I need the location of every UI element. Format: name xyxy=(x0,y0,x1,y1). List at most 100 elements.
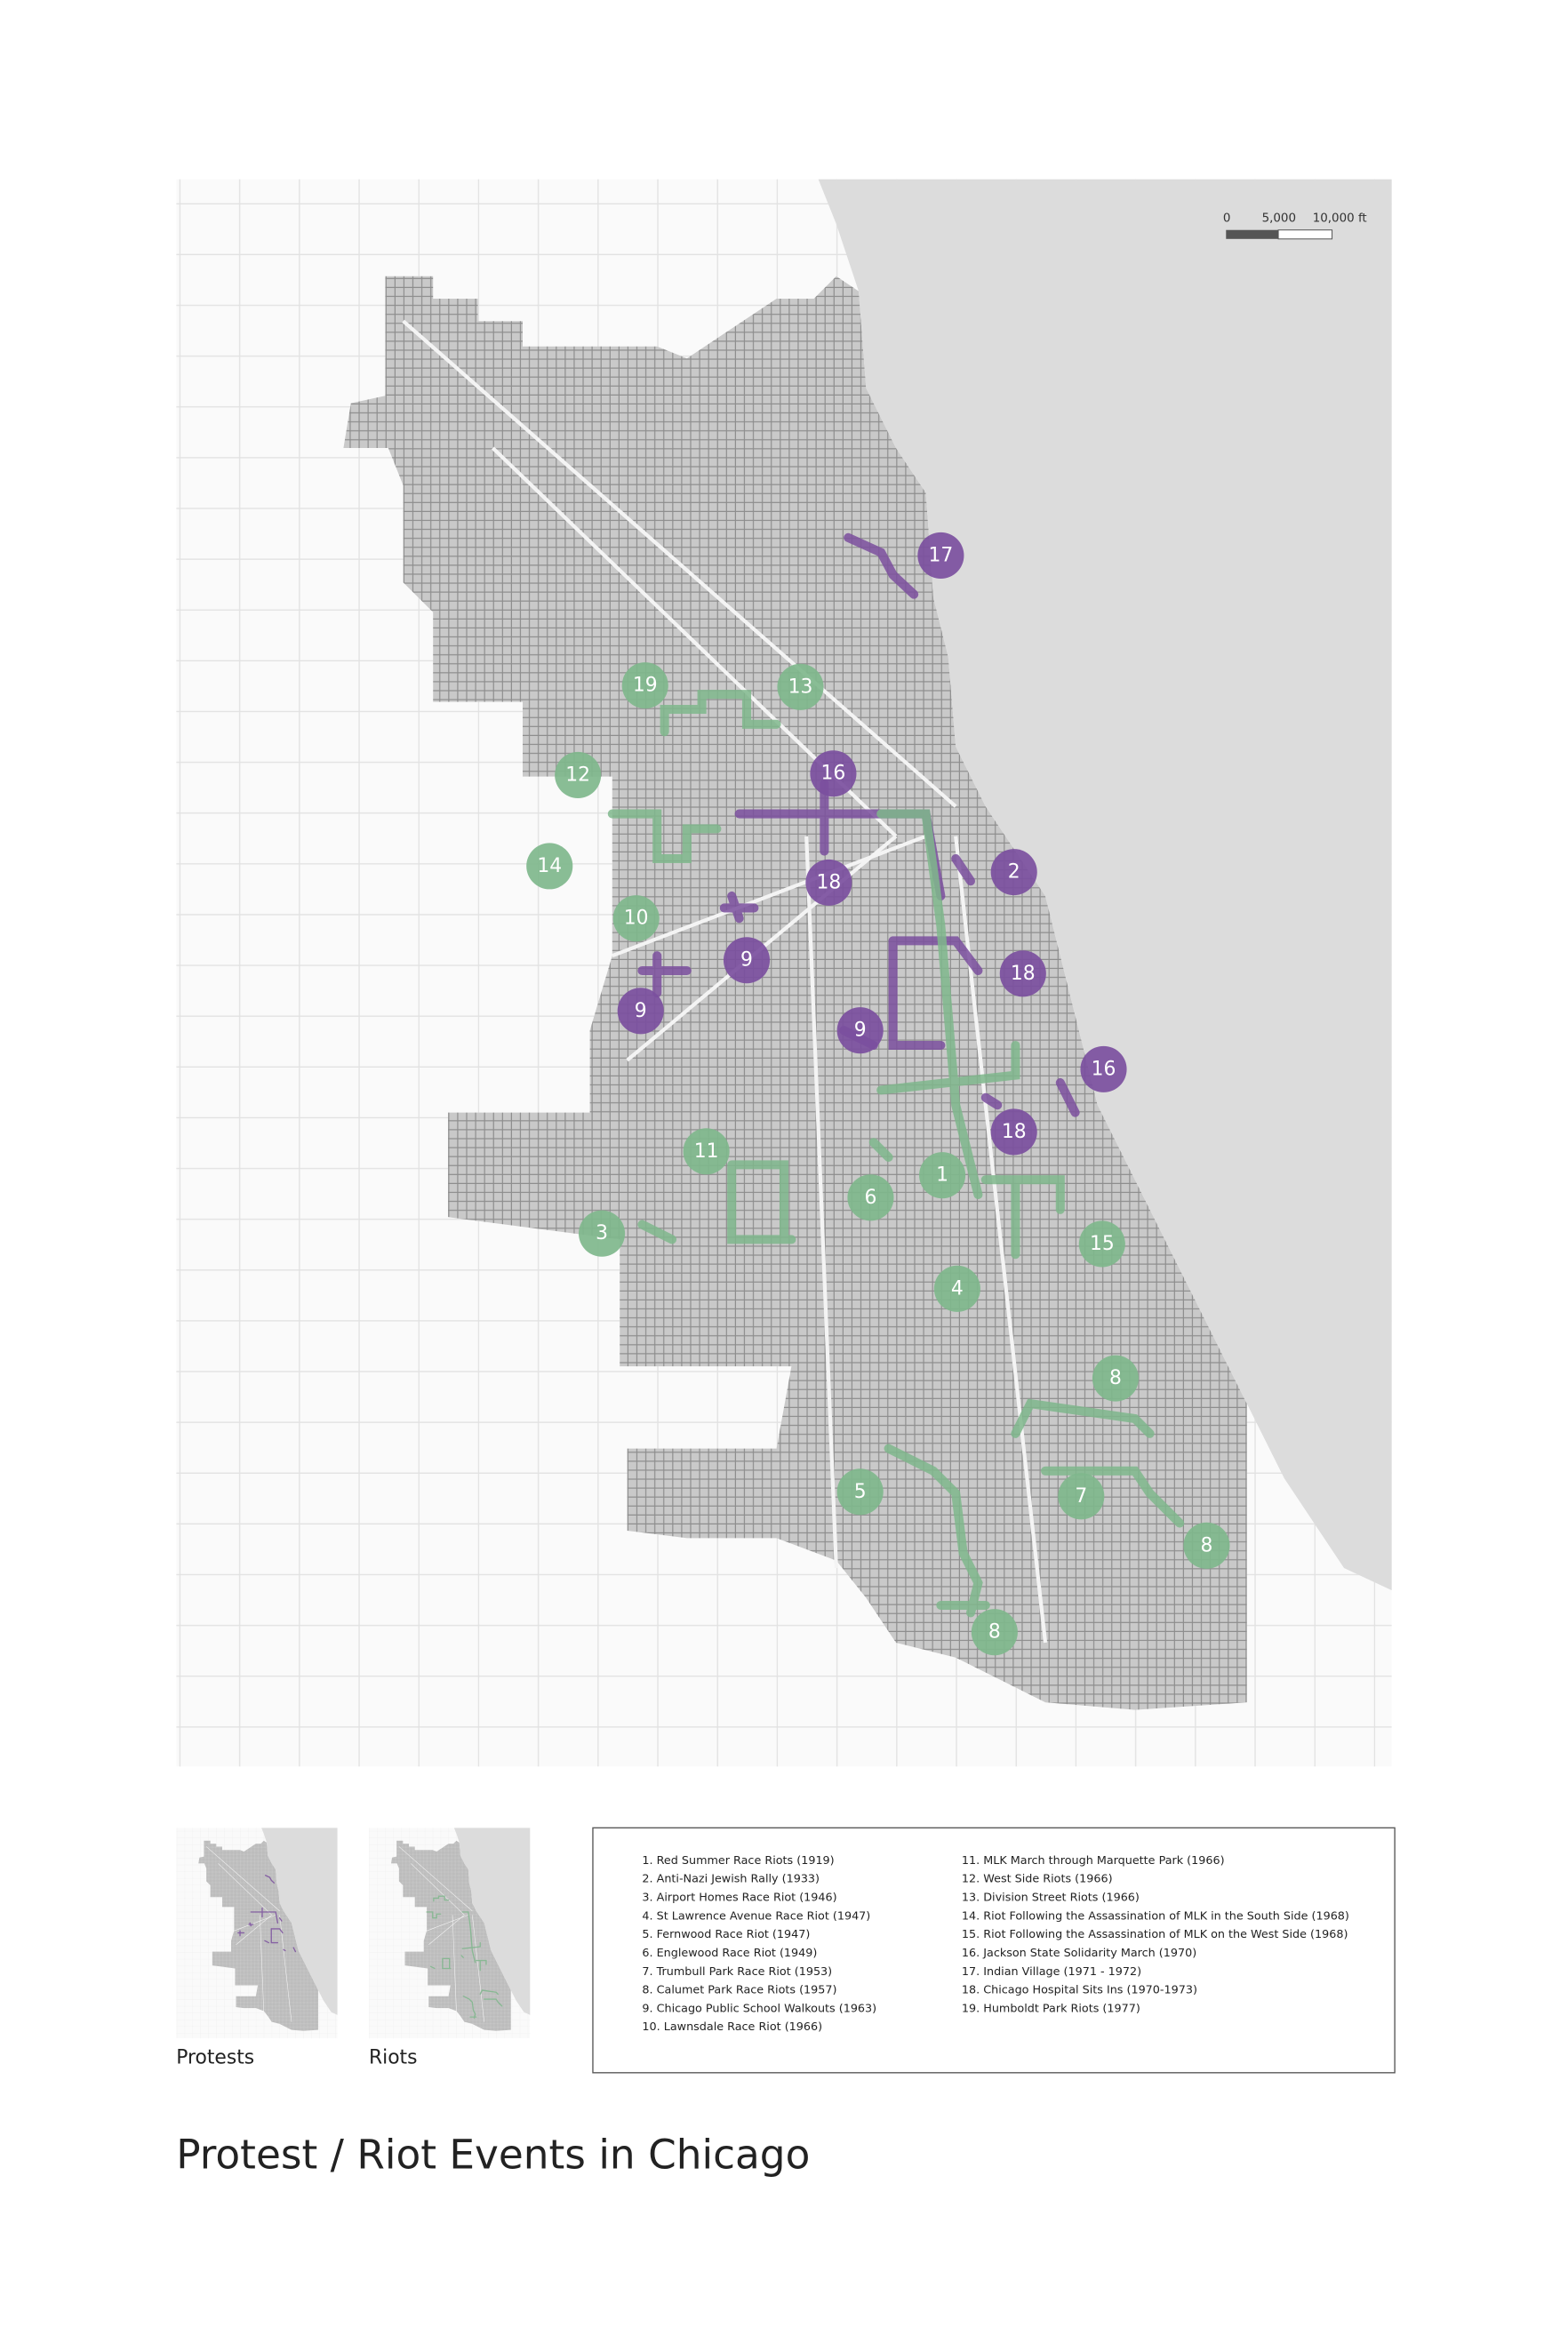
marker-circle xyxy=(1058,1473,1105,1520)
marker-circle xyxy=(919,1152,966,1199)
marker-circle xyxy=(683,1128,730,1175)
legend-box xyxy=(592,1827,1396,2074)
marker-label: 16 xyxy=(1092,1058,1116,1080)
marker-label: 10 xyxy=(624,908,649,930)
event-marker: 17 xyxy=(917,532,964,579)
marker-label: 18 xyxy=(1002,1121,1027,1143)
legend-item: 11. MLK March through Marquette Park (19… xyxy=(962,1854,1225,1868)
event-marker: 16 xyxy=(810,750,857,797)
event-marker: 4 xyxy=(933,1265,980,1312)
scale-segment xyxy=(1277,229,1333,240)
legend-item: 13. Division Street Riots (1966) xyxy=(962,1891,1140,1904)
marker-label: 9 xyxy=(740,949,753,972)
marker-circle xyxy=(810,750,857,797)
event-marker: 16 xyxy=(1080,1045,1127,1092)
marker-label: 12 xyxy=(565,764,590,786)
marker-circle xyxy=(917,532,964,579)
event-marker: 18 xyxy=(805,859,852,906)
marker-circle xyxy=(1080,1045,1127,1092)
event-marker: 8 xyxy=(1092,1355,1139,1402)
event-marker: 9 xyxy=(617,988,664,1035)
inset-caption: Protests xyxy=(176,2047,254,2069)
event-marker: 8 xyxy=(1183,1522,1230,1569)
legend-item: 9. Chicago Public School Walkouts (1963) xyxy=(642,2002,876,2015)
marker-label: 9 xyxy=(854,1020,867,1042)
event-marker: 7 xyxy=(1058,1473,1105,1520)
event-marker: 5 xyxy=(836,1468,884,1516)
legend-item: 6. Englewood Race Riot (1949) xyxy=(642,1947,817,1960)
event-marker: 2 xyxy=(990,849,1037,896)
event-marker: 13 xyxy=(777,663,824,710)
marker-circle xyxy=(836,1007,884,1054)
marker-circle xyxy=(777,663,824,710)
event-marker: 19 xyxy=(621,662,668,709)
legend-item: 14. Riot Following the Assassination of … xyxy=(962,1909,1349,1923)
marker-label: 13 xyxy=(788,676,813,698)
inset-riots: Riots xyxy=(368,1828,531,2069)
marker-circle xyxy=(805,859,852,906)
marker-circle xyxy=(612,895,660,942)
marker-circle xyxy=(1078,1220,1125,1268)
event-marker: 8 xyxy=(971,1609,1018,1656)
marker-circle xyxy=(555,751,602,798)
marker-circle xyxy=(617,988,664,1035)
event-marker: 14 xyxy=(526,843,573,890)
marker-label: 14 xyxy=(537,855,562,877)
marker-label: 8 xyxy=(1109,1367,1122,1389)
marker-circle xyxy=(847,1174,894,1221)
marker-label: 4 xyxy=(951,1277,964,1300)
inset-map xyxy=(176,1828,338,2039)
event-marker: 1 xyxy=(919,1152,966,1199)
marker-label: 15 xyxy=(1090,1233,1115,1255)
marker-label: 18 xyxy=(817,871,842,893)
marker-circle xyxy=(971,1609,1018,1656)
scale-label: 0 xyxy=(1223,212,1231,225)
event-marker: 15 xyxy=(1078,1220,1125,1268)
inset-map xyxy=(368,1828,531,2039)
legend-item: 1. Red Summer Race Riots (1919) xyxy=(642,1854,834,1868)
marker-circle xyxy=(933,1265,980,1312)
marker-circle xyxy=(621,662,668,709)
marker-circle xyxy=(999,950,1046,997)
legend-item: 4. St Lawrence Avenue Race Riot (1947) xyxy=(642,1909,870,1923)
event-marker: 6 xyxy=(847,1174,894,1221)
poster-title: Protest / Riot Events in Chicago xyxy=(176,2131,810,2178)
scale-segment xyxy=(1226,229,1279,239)
marker-circle xyxy=(836,1468,884,1516)
marker-circle xyxy=(1092,1355,1139,1402)
marker-label: 17 xyxy=(929,544,954,566)
legend-item: 19. Humboldt Park Riots (1977) xyxy=(962,2002,1140,2015)
marker-label: 8 xyxy=(1200,1534,1212,1556)
marker-circle xyxy=(526,843,573,890)
legend-item: 7. Trumbull Park Race Riot (1953) xyxy=(642,1965,832,1979)
legend-item: 17. Indian Village (1971 - 1972) xyxy=(962,1965,1141,1979)
event-marker: 12 xyxy=(555,751,602,798)
marker-circle xyxy=(579,1210,626,1257)
inset-protests: Protests xyxy=(176,1828,338,2069)
event-marker: 3 xyxy=(579,1210,626,1257)
legend-item: 5. Fernwood Race Riot (1947) xyxy=(642,1928,810,1941)
marker-label: 7 xyxy=(1075,1485,1087,1508)
marker-label: 18 xyxy=(1011,963,1036,985)
event-marker: 18 xyxy=(999,950,1046,997)
marker-label: 3 xyxy=(596,1222,608,1244)
marker-label: 6 xyxy=(864,1187,876,1209)
marker-label: 1 xyxy=(936,1164,948,1187)
marker-label: 9 xyxy=(635,1000,647,1022)
legend-item: 12. West Side Riots (1966) xyxy=(962,1873,1113,1886)
legend: 1. Red Summer Race Riots (1919) 2. Anti-N… xyxy=(642,1854,1349,2034)
marker-label: 11 xyxy=(694,1140,719,1163)
scale-label: 5,000 xyxy=(1262,212,1296,225)
legend-item: 2. Anti-Nazi Jewish Rally (1933) xyxy=(642,1873,820,1886)
event-marker: 18 xyxy=(990,1108,1037,1156)
event-marker: 9 xyxy=(723,937,771,984)
marker-circle xyxy=(990,849,1037,896)
marker-circle xyxy=(723,937,771,984)
legend-item: 18. Chicago Hospital Sits Ins (1970-1973… xyxy=(962,1984,1197,1997)
scale-label: 10,000 ft xyxy=(1313,212,1367,225)
inset-caption: Riots xyxy=(369,2047,418,2069)
scale-bar: 0 5,000 10,000 ft xyxy=(1223,212,1367,240)
